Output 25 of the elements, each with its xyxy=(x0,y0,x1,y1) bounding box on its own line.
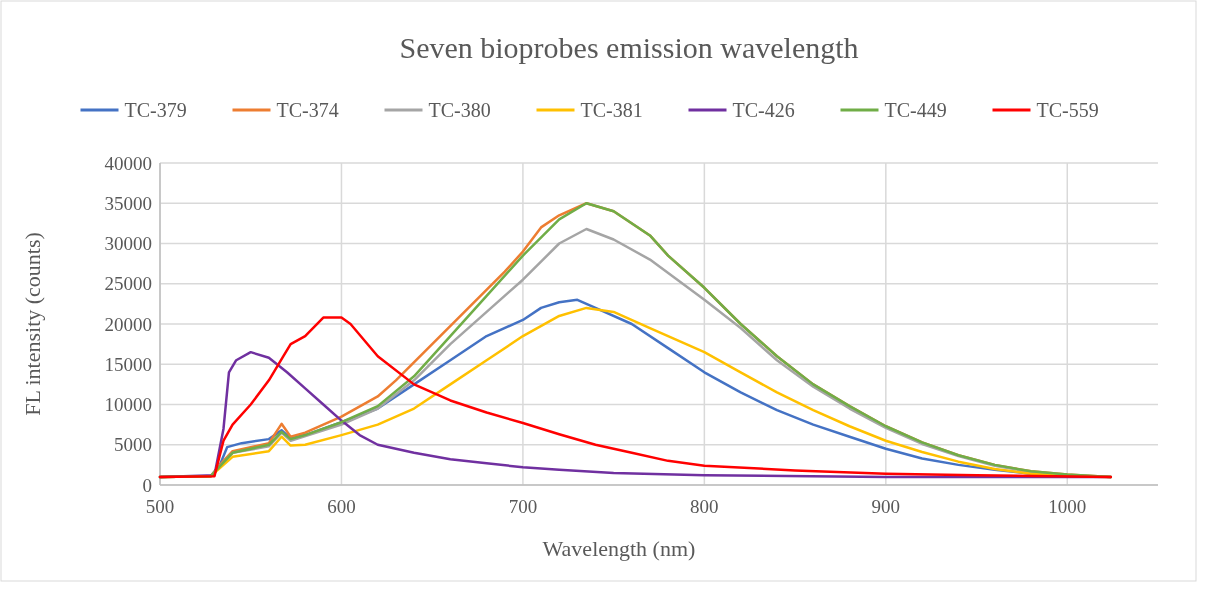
x-tick-label: 900 xyxy=(871,496,901,517)
y-tick-label: 0 xyxy=(142,474,152,496)
legend-label: TC-380 xyxy=(428,99,491,121)
x-tick-label: 700 xyxy=(508,496,538,517)
y-tick-label: 25000 xyxy=(104,273,152,295)
legend-label: TC-381 xyxy=(580,99,643,121)
x-axis-title: Wavelength (nm) xyxy=(542,536,696,561)
chart-title: Seven bioprobes emission wavelength xyxy=(399,31,859,64)
legend-label: TC-559 xyxy=(1036,99,1099,121)
y-tick-label: 15000 xyxy=(104,353,152,375)
x-tick-label: 600 xyxy=(327,496,356,517)
y-tick-label: 10000 xyxy=(104,394,152,416)
y-tick-label: 35000 xyxy=(104,192,152,214)
y-tick-label: 5000 xyxy=(114,434,152,456)
y-tick-label: 20000 xyxy=(104,313,152,335)
legend-label: TC-379 xyxy=(124,99,187,121)
x-tick-label: 1000 xyxy=(1048,496,1087,517)
legend-label: TC-449 xyxy=(884,99,947,121)
y-tick-label: 40000 xyxy=(104,152,152,174)
y-axis-title: FL intensity (counts) xyxy=(20,232,45,416)
y-tick-label: 30000 xyxy=(104,233,152,255)
x-tick-label: 800 xyxy=(690,496,719,517)
legend-label: TC-374 xyxy=(276,99,339,121)
legend-label: TC-426 xyxy=(732,99,795,121)
x-tick-label: 500 xyxy=(145,496,175,517)
